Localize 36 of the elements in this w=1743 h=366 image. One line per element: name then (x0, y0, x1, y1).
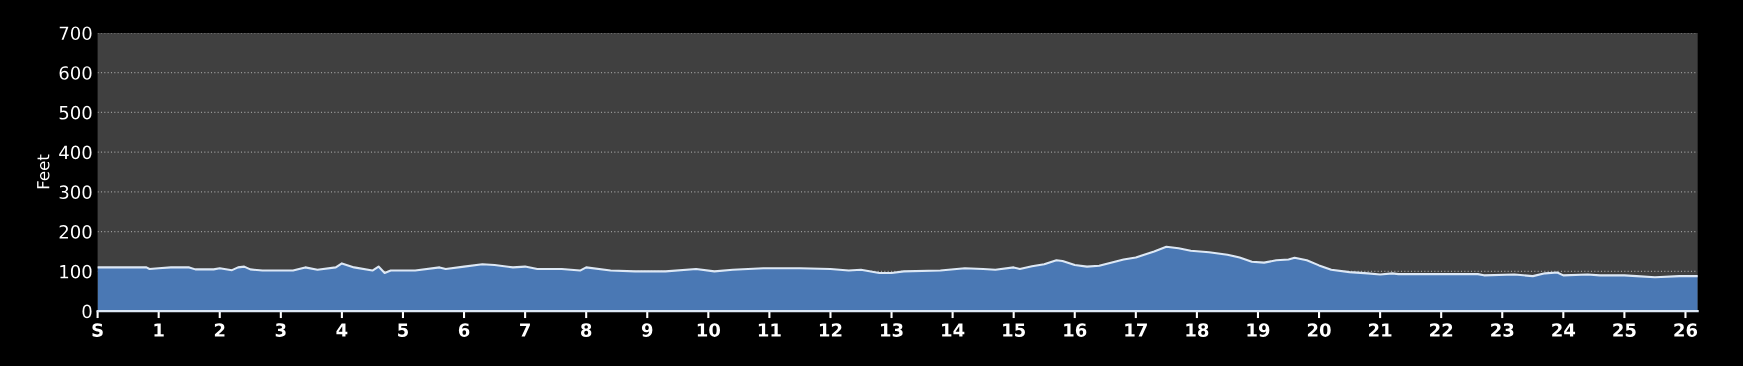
x-tick-label: 4 (336, 323, 348, 337)
x-tick-label: 18 (1186, 323, 1209, 337)
x-tick-label: 19 (1247, 323, 1270, 337)
x-tick-label: 15 (1003, 323, 1025, 337)
x-tick-label: 17 (1125, 323, 1147, 337)
x-tick-label: 6 (458, 323, 470, 337)
x-tick-label: 1 (154, 323, 164, 337)
x-tick-label: 5 (398, 323, 408, 337)
x-tick-label: 14 (942, 323, 965, 337)
x-tick-label: 26 (1674, 323, 1698, 337)
x-tick-label: 11 (758, 323, 781, 337)
x-tick-label: 13 (881, 323, 903, 337)
x-tick-label: 21 (1368, 323, 1392, 337)
x-tick-label: 10 (697, 323, 721, 337)
x-tick-label: 20 (1307, 323, 1331, 337)
y-tick-label: 0 (82, 304, 92, 319)
x-tick-label: 12 (819, 323, 842, 337)
x-tick-label: 16 (1064, 323, 1087, 337)
y-tick-label: 200 (59, 225, 92, 239)
x-tick-label: 24 (1552, 323, 1576, 337)
x-tick-label: 8 (581, 323, 592, 337)
y-tick-label: 600 (59, 66, 92, 80)
y-tick-label: 700 (59, 26, 92, 41)
x-tick-label: 25 (1613, 323, 1636, 337)
x-tick-label: S (92, 323, 103, 337)
x-tick-label: 7 (520, 323, 530, 337)
y-tick-label: 500 (59, 105, 92, 120)
x-tick-label: 2 (214, 323, 225, 337)
x-tick-label: 9 (641, 323, 653, 337)
y-tick-label: 400 (59, 145, 92, 160)
y-axis-title: Feet (37, 154, 50, 189)
x-tick-label: 22 (1430, 323, 1453, 337)
y-tick-label: 300 (59, 185, 92, 200)
x-tick-label: 23 (1491, 323, 1514, 337)
y-tick-label: 100 (60, 264, 92, 279)
x-tick-label: 3 (275, 323, 286, 337)
